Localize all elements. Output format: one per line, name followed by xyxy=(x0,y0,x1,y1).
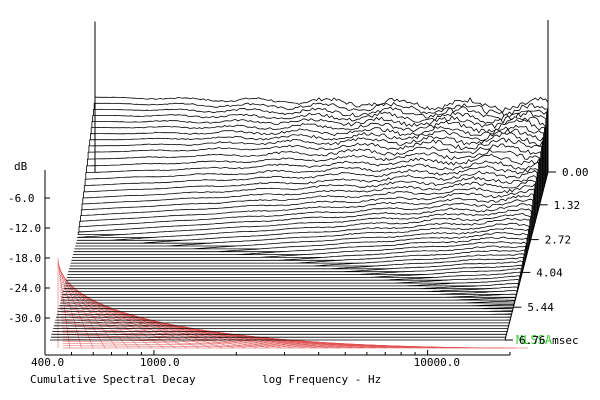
decay-slice xyxy=(59,303,515,307)
z-tick-label: 1.32 xyxy=(554,199,581,212)
z-tick-label: 5.44 xyxy=(527,301,554,314)
y-tick-label: -12.0 xyxy=(8,222,41,235)
decay-slice xyxy=(57,310,513,312)
decay-slice xyxy=(68,260,523,273)
decay-slice xyxy=(59,300,515,304)
chart-title: Cumulative Spectral Decay xyxy=(30,373,196,386)
decay-slice xyxy=(56,313,512,315)
x-axis-label: log Frequency - Hz xyxy=(262,373,381,386)
decay-slice xyxy=(62,290,518,295)
y-tick-label: -30.0 xyxy=(8,312,41,325)
x-tick-label: 1000.0 xyxy=(140,356,180,369)
brand-label: MLSSA xyxy=(516,333,553,347)
decay-slice xyxy=(63,282,519,290)
time-axis xyxy=(504,171,549,341)
decay-slice xyxy=(69,256,524,270)
decay-slices xyxy=(50,96,549,341)
z-tick-label: 2.72 xyxy=(545,234,572,247)
decay-slice xyxy=(64,279,520,287)
z-tick-label: 4.04 xyxy=(536,266,563,279)
decay-slice xyxy=(60,297,516,301)
z-tick-label: 6.76 msec xyxy=(519,334,579,347)
decay-slice xyxy=(63,286,518,292)
axes xyxy=(44,20,549,356)
floor-grid xyxy=(57,258,528,349)
y-axis-label: dB xyxy=(14,160,28,173)
z-tick-label: 0.00 xyxy=(562,166,589,179)
y-tick-label: -18.0 xyxy=(8,252,41,265)
decay-slice xyxy=(58,307,514,310)
decay-slice xyxy=(67,264,523,275)
x-tick-label: 10000.0 xyxy=(414,356,460,369)
decay-slice xyxy=(61,293,517,298)
x-tick-label: 400.0 xyxy=(31,356,64,369)
decay-slice xyxy=(69,253,525,267)
y-tick-label: -6.0 xyxy=(8,192,35,205)
y-tick-label: -24.0 xyxy=(8,282,41,295)
tick-labels: -6.0 -12.0 -18.0 -24.0 -30.0 0.00 1.32 2.72 4.04… xyxy=(8,166,589,369)
